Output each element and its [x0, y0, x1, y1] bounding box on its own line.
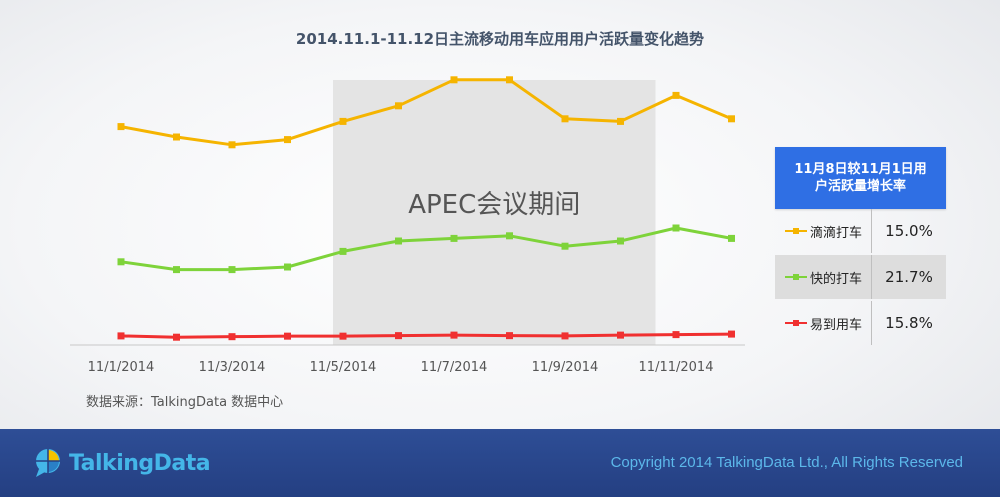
apec-period-band [333, 80, 656, 345]
data-point [728, 330, 735, 338]
data-point [173, 266, 180, 274]
legend-name: 滴滴打车 [810, 225, 863, 241]
x-tick-label: 11/1/2014 [88, 360, 155, 375]
growth-rate-header: 11月8日较11月1日用 户活跃量增长率 [775, 147, 946, 209]
data-point [617, 237, 624, 245]
logo-text: TalkingData [69, 450, 211, 476]
speech-bubble-logo-icon [36, 449, 60, 477]
data-point [395, 102, 402, 110]
x-tick-label: 11/9/2014 [532, 360, 599, 375]
data-point [561, 242, 569, 250]
growth-rate-header-line1: 11月8日较11月1日用 [794, 162, 927, 177]
data-point [173, 333, 180, 341]
data-point [395, 237, 402, 245]
legend-growth-value: 21.7% [872, 255, 946, 299]
series-line-1 [120, 226, 732, 272]
series-line-0 [120, 78, 733, 147]
data-point [450, 331, 458, 339]
copyright-text: Copyright 2014 TalkingData Ltd., All Rig… [610, 454, 963, 471]
data-point [284, 332, 291, 340]
data-point [617, 331, 624, 339]
apec-period-label: APEC会议期间 [408, 190, 580, 220]
x-tick-label: 11/11/2014 [639, 360, 714, 375]
legend-name: 快的打车 [810, 271, 863, 287]
data-point [395, 332, 402, 340]
data-point [561, 115, 569, 123]
data-point [450, 234, 458, 242]
data-point [228, 141, 236, 149]
legend-growth-value: 15.0% [885, 222, 933, 240]
data-point [728, 115, 735, 123]
series-line-2 [120, 332, 732, 339]
data-point [117, 258, 125, 266]
data-point [339, 117, 347, 125]
footer-bar: TalkingData Copyright 2014 TalkingData L… [0, 429, 1000, 497]
legend-marker-icon [785, 226, 807, 236]
data-point [173, 133, 180, 141]
data-source: 数据来源：TalkingData 数据中心 [86, 395, 284, 410]
data-point [284, 136, 291, 144]
x-tick-label: 11/5/2014 [310, 360, 377, 375]
data-point [506, 76, 513, 84]
legend-name: 易到用车 [810, 317, 863, 333]
chart-title: 2014.11.1-11.12日主流移动用车应用用户活跃量变化趋势 [295, 30, 705, 48]
growth-rate-header-line2: 户活跃量增长率 [814, 179, 906, 194]
data-point [117, 123, 125, 131]
legend-marker-icon [785, 272, 807, 282]
legend-row-yidao: 易到用车 15.8% [775, 301, 946, 345]
x-tick-label: 11/7/2014 [421, 360, 488, 375]
x-tick-label: 11/3/2014 [199, 360, 266, 375]
data-point [339, 247, 347, 255]
data-point [284, 263, 291, 271]
data-point [228, 266, 236, 274]
data-point [228, 333, 236, 341]
data-point [506, 332, 513, 340]
talkingdata-logo: TalkingData [33, 445, 211, 481]
data-point [339, 332, 347, 340]
growth-rate-panel: 11月8日较11月1日用 户活跃量增长率 滴滴打车 15.0% 快的打车 21.… [775, 147, 946, 345]
data-point [672, 331, 680, 339]
legend-marker-icon [785, 318, 807, 328]
data-point [672, 224, 680, 232]
data-point [617, 117, 624, 125]
legend-row-didi: 滴滴打车 15.0% [775, 209, 946, 253]
data-point [450, 76, 458, 84]
data-point [672, 91, 680, 99]
data-point [506, 232, 513, 240]
data-point [561, 332, 569, 340]
data-point [117, 332, 125, 340]
line-chart: APEC会议期间 11/1/2014 11/3/2014 11/5/2014 11/7/… [70, 76, 745, 375]
data-point [728, 234, 735, 242]
legend-growth-value: 15.8% [885, 314, 933, 332]
legend-row-kuaidi: 快的打车 21.7% [775, 255, 946, 299]
